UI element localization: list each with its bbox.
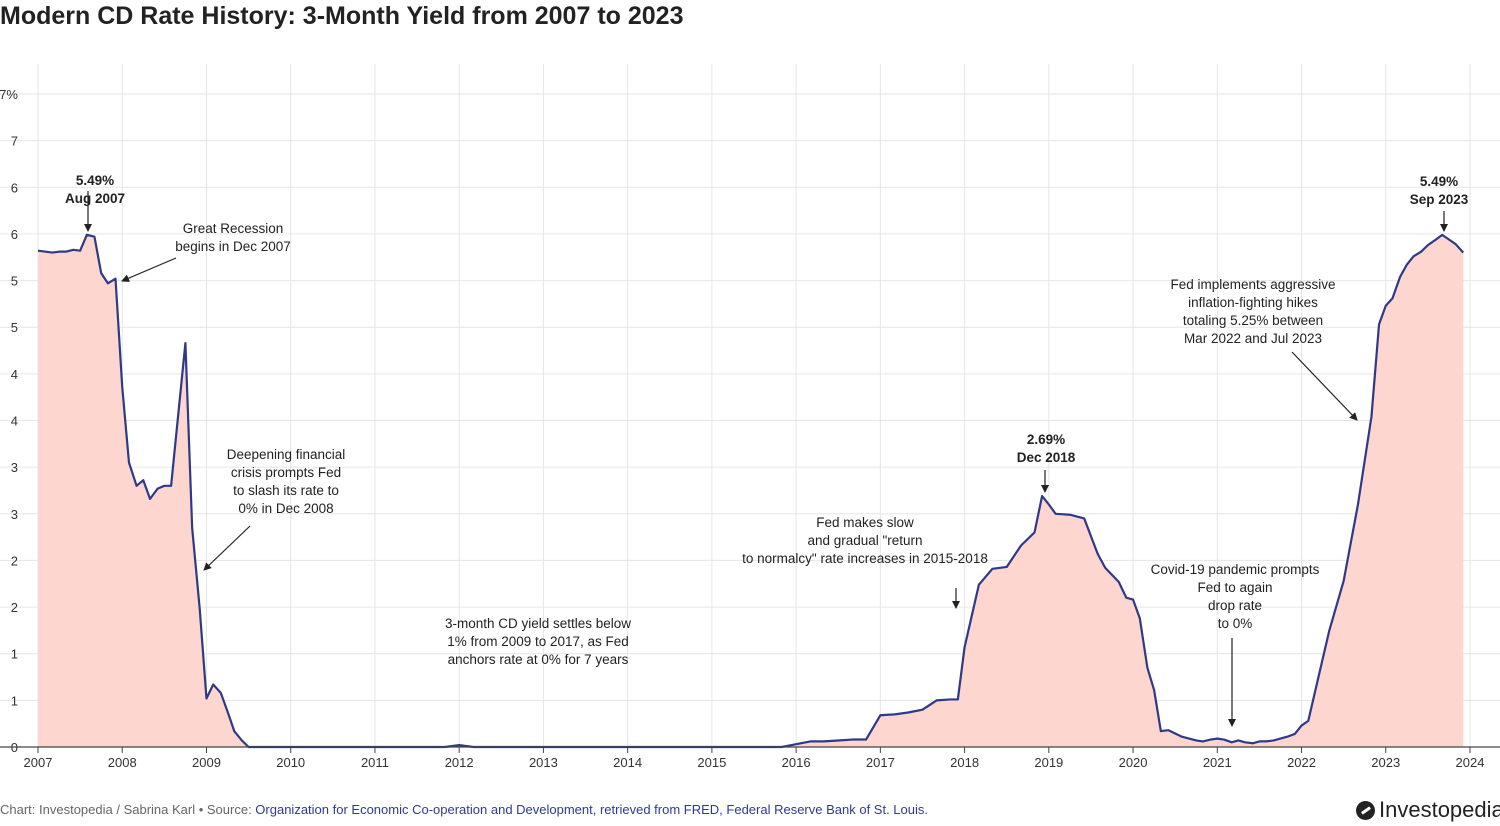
x-tick-label: 2015: [697, 755, 726, 770]
annotation-peak-2023: 5.49% Sep 2023: [1410, 174, 1469, 232]
x-tick-label: 2023: [1371, 755, 1400, 770]
annotation-peak-2007: 5.49% Aug 2007: [65, 173, 125, 232]
y-tick-label: 6: [11, 180, 18, 195]
annotation-peak-2018: 2.69% Dec 2018: [1017, 432, 1076, 493]
annotation-line: Covid-19 pandemic prompts: [1151, 562, 1320, 577]
x-tick-label: 2008: [108, 755, 137, 770]
x-tick-label: 2012: [445, 755, 474, 770]
series-area-fill: [38, 234, 1464, 747]
annotation-arrow: [121, 257, 177, 282]
y-tick-label: 7%: [0, 87, 18, 102]
source-link[interactable]: Organization for Economic Co-operation a…: [255, 802, 928, 817]
annotation-line: begins in Dec 2007: [175, 239, 291, 254]
annotation-normalcy: Fed makes slow and gradual "return to norm…: [742, 515, 988, 609]
annotation-line: 5.49%: [76, 173, 114, 188]
annotation-arrow: [1291, 351, 1358, 421]
annotation-line: to normalcy" rate increases in 2015-2018: [742, 551, 988, 566]
x-tick-label: 2021: [1203, 755, 1232, 770]
annotation-line: Deepening financial: [227, 447, 346, 462]
x-tick-label: 2020: [1119, 755, 1148, 770]
logo-icon: [1356, 800, 1375, 820]
annotation-line: inflation-fighting hikes: [1188, 295, 1318, 310]
chart-title: Modern CD Rate History: 3-Month Yield fr…: [0, 2, 684, 30]
annotation-line: to 0%: [1218, 616, 1253, 631]
y-tick-label: 4: [11, 367, 18, 382]
x-tick-label: 2014: [613, 755, 642, 770]
x-tick-label: 2011: [361, 755, 389, 770]
annotation-line: Fed implements aggressive: [1170, 277, 1335, 292]
annotation-line: 3-month CD yield settles below: [445, 616, 631, 631]
y-tick-label: 7: [11, 134, 18, 149]
annotation-line: and gradual "return: [807, 533, 922, 548]
cd-rate-chart: 011223344556677%200720082009201020112012…: [0, 64, 1500, 770]
annotation-arrow: [203, 525, 251, 571]
y-tick-label: 3: [11, 460, 18, 475]
annotation-line: Sep 2023: [1410, 192, 1469, 207]
annotation-line: Dec 2018: [1017, 450, 1076, 465]
footer-credit: Chart: Investopedia / Sabrina Karl • Sou…: [0, 802, 928, 824]
x-tick-label: 2013: [529, 755, 558, 770]
annotation-line: Fed makes slow: [816, 515, 914, 530]
annotation-line: Mar 2022 and Jul 2023: [1184, 331, 1322, 346]
y-tick-label: 4: [11, 414, 18, 429]
y-tick-label: 6: [11, 227, 18, 242]
annotation-line: 5.49%: [1420, 174, 1458, 189]
annotation-zero-rate-era: 3-month CD yield settles below 1% from 20…: [445, 616, 631, 667]
annotation-line: totaling 5.25% between: [1183, 313, 1323, 328]
y-tick-label: 1: [11, 693, 18, 708]
x-tick-label: 2017: [866, 755, 895, 770]
annotation-line: Aug 2007: [65, 191, 125, 206]
annotation-line: crisis prompts Fed: [231, 465, 341, 480]
annotation-covid: Covid-19 pandemic prompts Fed to again dro…: [1151, 562, 1320, 727]
x-tick-label: 2009: [192, 755, 221, 770]
brand-logo: Investopedia: [1356, 795, 1500, 825]
y-tick-label: 3: [11, 507, 18, 522]
x-tick-label: 2010: [276, 755, 305, 770]
x-tick-label: 2022: [1287, 755, 1316, 770]
annotation-line: 2.69%: [1027, 432, 1065, 447]
annotation-line: drop rate: [1208, 598, 1262, 613]
y-tick-label: 2: [11, 600, 18, 615]
annotations: 5.49% Aug 2007 Great Recession begins in De…: [65, 173, 1469, 727]
annotation-great-recession: Great Recession begins in Dec 2007: [121, 221, 291, 282]
axes: 011223344556677%200720082009201020112012…: [0, 87, 1500, 770]
x-tick-label: 2018: [950, 755, 979, 770]
x-tick-label: 2007: [24, 755, 53, 770]
y-tick-label: 5: [11, 274, 18, 289]
annotation-line: Great Recession: [183, 221, 284, 236]
annotation-line: Fed to again: [1197, 580, 1272, 595]
brand-name: Investopedia: [1379, 797, 1500, 822]
annotation-financial-crisis: Deepening financial crisis prompts Fed to …: [203, 447, 346, 571]
gridlines: [0, 64, 1500, 747]
x-tick-label: 2024: [1456, 755, 1485, 770]
y-tick-label: 5: [11, 320, 18, 335]
y-tick-label: 2: [11, 553, 18, 568]
annotation-fed-hikes: Fed implements aggressive inflation-fight…: [1170, 277, 1358, 421]
annotation-line: 0% in Dec 2008: [238, 501, 333, 516]
x-tick-label: 2016: [782, 755, 811, 770]
x-tick-label: 2019: [1034, 755, 1063, 770]
annotation-line: to slash its rate to: [233, 483, 339, 498]
annotation-line: anchors rate at 0% for 7 years: [448, 652, 629, 667]
annotation-line: 1% from 2009 to 2017, as Fed: [447, 634, 629, 649]
credit-text: Chart: Investopedia / Sabrina Karl • Sou…: [0, 802, 256, 817]
y-tick-label: 1: [11, 647, 18, 662]
